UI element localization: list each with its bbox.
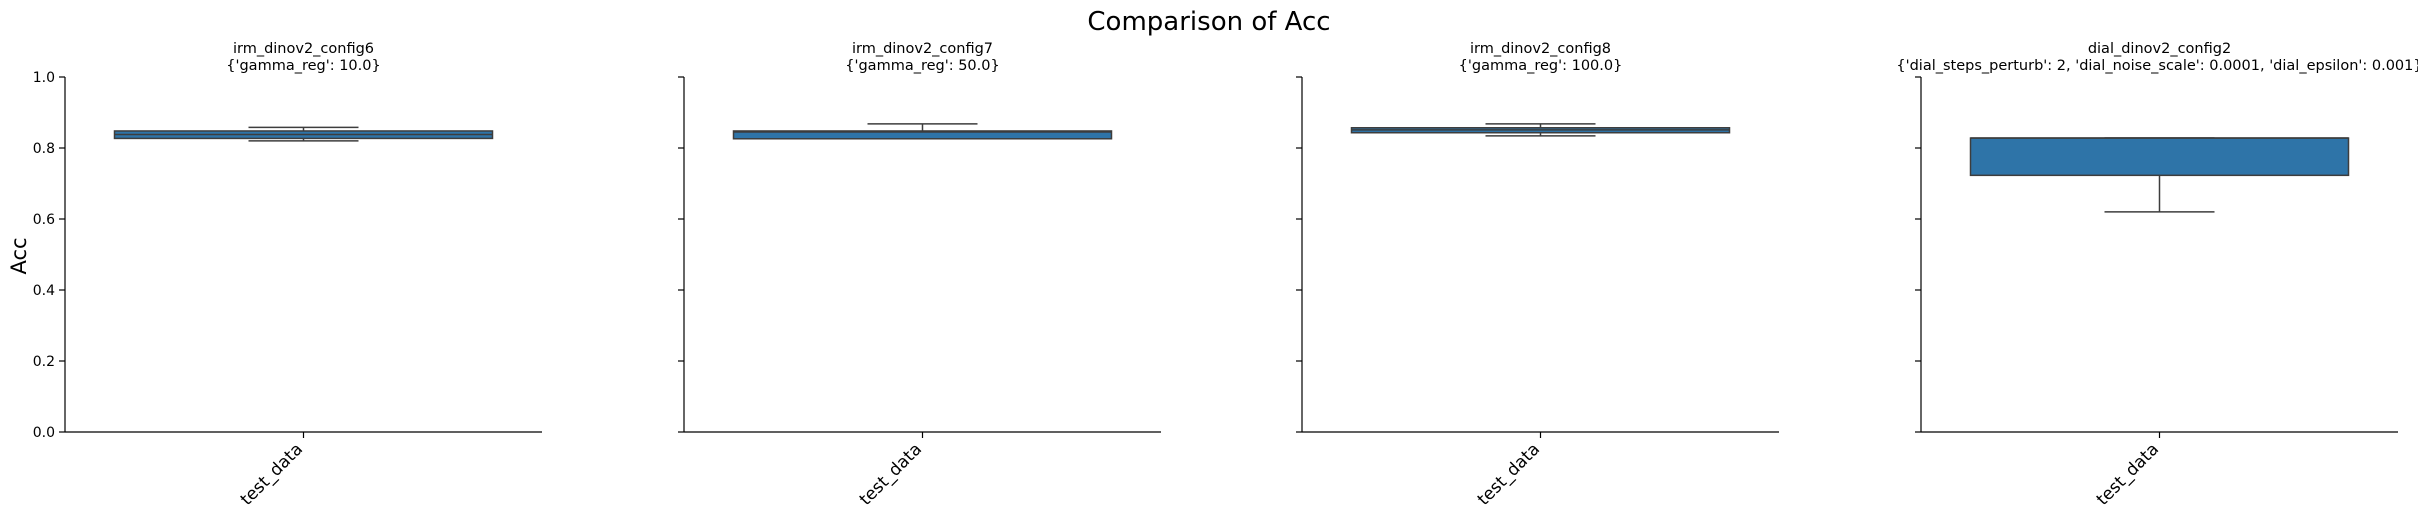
panels: irm_dinov2_config6{'gamma_reg': 10.0} 0.0…	[33, 41, 2418, 510]
panel-title: dial_dinov2_config2	[2088, 41, 2231, 57]
y-axis-label: Acc	[7, 237, 31, 274]
y-tick-label: 0.2	[33, 354, 55, 370]
box	[1969, 137, 2350, 177]
chart-title: Comparison of Acc	[1087, 7, 1330, 37]
panel-4: dial_dinov2_config2{'dial_steps_perturb'…	[1896, 41, 2418, 510]
y-tick-label: 1.0	[33, 70, 55, 86]
panel-title: irm_dinov2_config7	[852, 41, 993, 57]
panel-title: irm_dinov2_config8	[1470, 41, 1611, 57]
y-tick-label: 0.6	[33, 212, 55, 228]
x-tick-label: test_data	[1474, 439, 1544, 509]
panel-subtitle: {'gamma_reg': 10.0}	[226, 58, 380, 74]
x-tick-label: test_data	[237, 439, 307, 509]
panel-subtitle: {'gamma_reg': 50.0}	[845, 58, 999, 74]
panel-subtitle: {'gamma_reg': 100.0}	[1459, 58, 1623, 74]
panel-2: irm_dinov2_config7{'gamma_reg': 50.0} tes…	[678, 41, 1161, 510]
x-tick-label: test_data	[856, 439, 926, 509]
box	[732, 130, 1113, 140]
x-tick-label: test_data	[2093, 439, 2163, 509]
panel-title: irm_dinov2_config6	[233, 41, 374, 57]
y-tick-label: 0.0	[33, 425, 55, 441]
y-tick-label: 0.8	[33, 141, 55, 157]
panel-subtitle: {'dial_steps_perturb': 2, 'dial_noise_sc…	[1896, 58, 2418, 74]
panel-3: irm_dinov2_config8{'gamma_reg': 100.0} te…	[1296, 41, 1779, 510]
y-tick-label: 0.4	[33, 283, 55, 299]
panel-1: irm_dinov2_config6{'gamma_reg': 10.0} 0.0…	[33, 41, 542, 510]
